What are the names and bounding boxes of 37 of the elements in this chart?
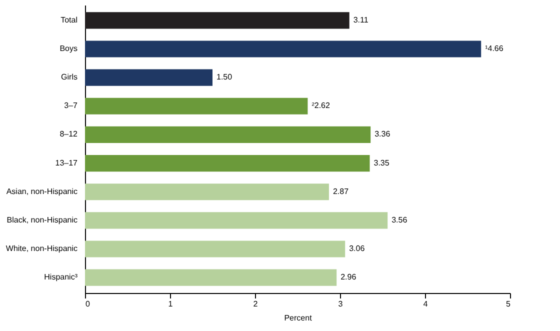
y-tick-label: Boys <box>60 44 78 53</box>
data-label: 2.96 <box>340 272 357 282</box>
data-label: 3.36 <box>374 130 391 139</box>
y-tick-label: 8–12 <box>60 130 78 139</box>
y-tick-label: Black, non-Hispanic <box>6 215 78 224</box>
data-label: 3.35 <box>374 158 390 168</box>
x-tick-label: 0 <box>86 300 90 308</box>
data-label: 2.87 <box>332 186 350 196</box>
bar <box>85 184 329 200</box>
bar <box>85 240 346 258</box>
bar <box>85 126 371 143</box>
y-tick-label: Hispanic³ <box>44 272 78 282</box>
data-label: 1.50 <box>216 72 233 82</box>
x-tick-label: 3 <box>338 300 344 308</box>
y-tick-label: White, non-Hispanic <box>6 244 78 253</box>
bar <box>85 40 482 58</box>
bar <box>85 269 337 286</box>
data-label: 3.56 <box>392 215 408 224</box>
y-tick-label: Girls <box>61 72 78 82</box>
bar <box>85 98 308 114</box>
y-tick-label: 3–7 <box>64 101 78 110</box>
x-tick-label: 1 <box>168 300 174 308</box>
data-label: 3.06 <box>349 244 366 253</box>
y-tick-label: Asian, non-Hispanic <box>6 186 78 196</box>
x-tick-label: 2 <box>253 300 258 308</box>
data-label: ²2.62 <box>312 101 330 110</box>
y-tick-label: 13–17 <box>55 158 78 168</box>
data-label: ¹4.66 <box>485 44 504 53</box>
x-tick-label: 5 <box>506 300 512 308</box>
bar <box>85 155 370 172</box>
bar <box>85 12 350 29</box>
bar <box>85 212 388 229</box>
x-axis-title: Percent <box>284 314 313 322</box>
y-tick-label: Total <box>60 15 78 24</box>
data-label: 3.11 <box>353 15 369 24</box>
x-tick-label: 4 <box>423 300 428 308</box>
bar <box>85 69 212 86</box>
